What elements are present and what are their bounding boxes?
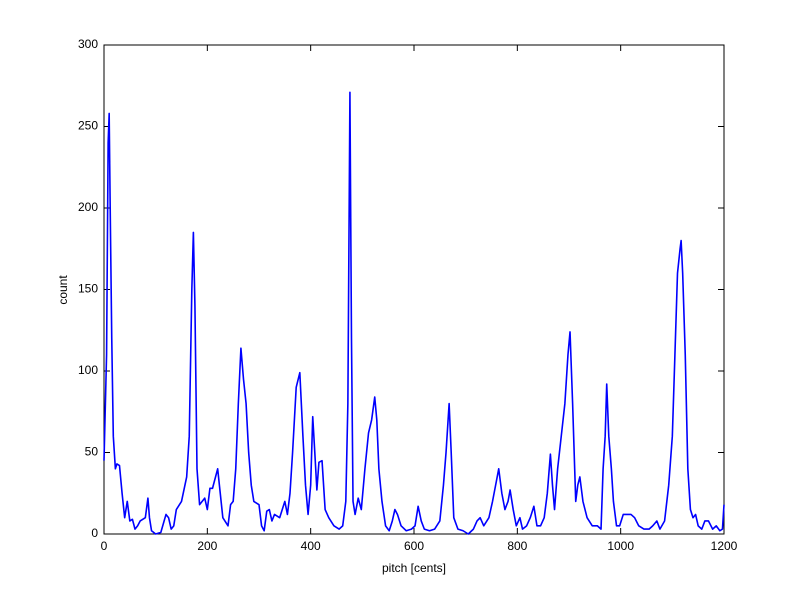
x-tick-label: 800	[507, 539, 527, 553]
y-tick-label: 150	[78, 282, 98, 296]
x-tick-label: 1200	[711, 539, 738, 553]
x-tick-label: 0	[101, 539, 108, 553]
x-tick-label: 600	[404, 539, 424, 553]
x-axis-label: pitch [cents]	[382, 561, 446, 575]
y-tick-label: 250	[78, 119, 98, 133]
x-tick-label: 200	[197, 539, 217, 553]
x-tick-label: 400	[301, 539, 321, 553]
y-tick-label: 50	[85, 445, 99, 459]
y-tick-label: 300	[78, 37, 98, 51]
x-tick-label: 1000	[607, 539, 634, 553]
axes-box	[103, 44, 725, 535]
y-tick-label: 200	[78, 200, 98, 214]
y-tick-label: 0	[91, 526, 98, 540]
data-line	[103, 91, 725, 535]
y-axis-label: count	[56, 275, 70, 305]
y-tick-label: 100	[78, 363, 98, 377]
